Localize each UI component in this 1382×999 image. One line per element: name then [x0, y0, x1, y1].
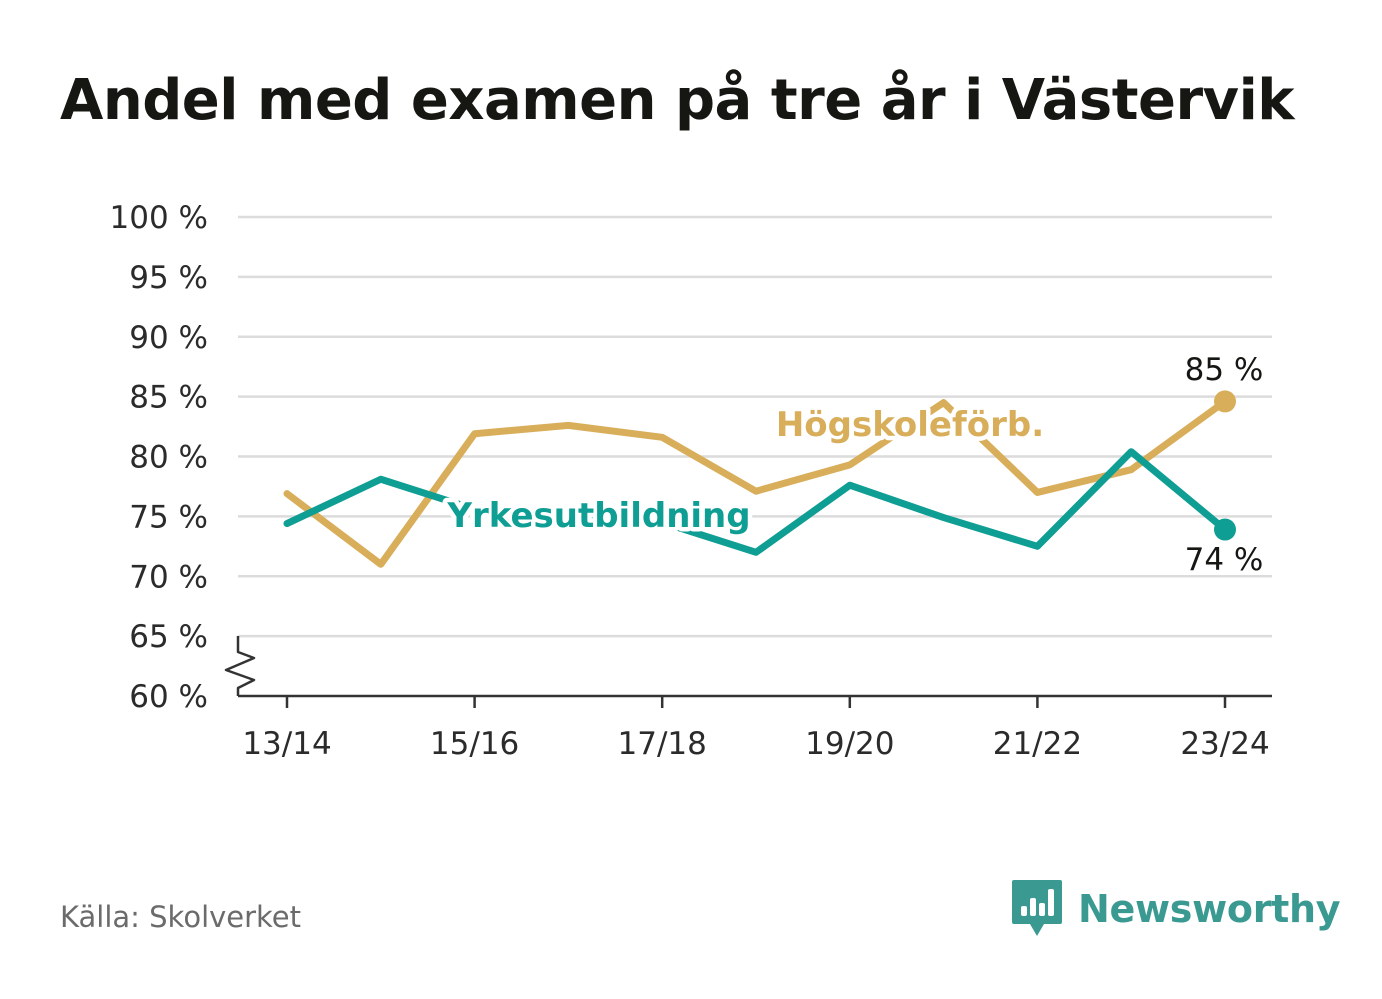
- bar-chart-icon: [1012, 880, 1062, 936]
- grid-lines: [238, 215, 1272, 638]
- end-marker-1: [1214, 518, 1236, 541]
- x-tick-label: 17/18: [618, 726, 707, 762]
- end-marker-0: [1214, 390, 1236, 413]
- y-tick-label: 60 %: [129, 679, 208, 715]
- series-label-1: Yrkesutbildning: [446, 496, 750, 536]
- x-axis: 13/14 15/16 17/18 19/20 21/22 23/24: [224, 636, 1272, 762]
- y-tick-label: 95 %: [129, 260, 208, 296]
- x-tick-label: 13/14: [242, 726, 331, 762]
- brand-name: Newsworthy: [1078, 887, 1341, 931]
- series-label-0: Högskoleförb.: [776, 405, 1044, 445]
- source-note: Källa: Skolverket: [60, 900, 302, 934]
- series-lines: [283, 390, 1236, 568]
- y-tick-label: 70 %: [129, 559, 208, 595]
- end-value-label-1: 74 %: [1185, 542, 1264, 578]
- axis-break-mark: [224, 636, 256, 696]
- y-axis-tick-labels: 60 % 65 % 70 % 75 % 80 % 85 % 90 % 95 % 100 %: [110, 200, 208, 715]
- series-labels: Högskoleförb. 85 % Yrkesutbildning 74 %: [442, 349, 1267, 582]
- x-tick-label: 19/20: [805, 726, 894, 762]
- series-line-0: [283, 397, 1229, 568]
- x-tick-label: 23/24: [1180, 726, 1269, 762]
- y-tick-label: 85 %: [129, 380, 208, 416]
- y-tick-label: 80 %: [129, 440, 208, 476]
- y-tick-label: 100 %: [110, 200, 208, 236]
- chart-title: Andel med examen på tre år i Västervik: [60, 68, 1295, 133]
- x-tick-label: 21/22: [993, 726, 1082, 762]
- y-tick-label: 65 %: [129, 619, 208, 655]
- newsworthy-logo: Newsworthy: [1010, 878, 1341, 940]
- series-line-1: [283, 448, 1229, 556]
- y-tick-label: 75 %: [129, 499, 208, 535]
- x-tick-label: 15/16: [430, 726, 519, 762]
- y-tick-label: 90 %: [129, 320, 208, 356]
- end-value-label-0: 85 %: [1185, 352, 1264, 388]
